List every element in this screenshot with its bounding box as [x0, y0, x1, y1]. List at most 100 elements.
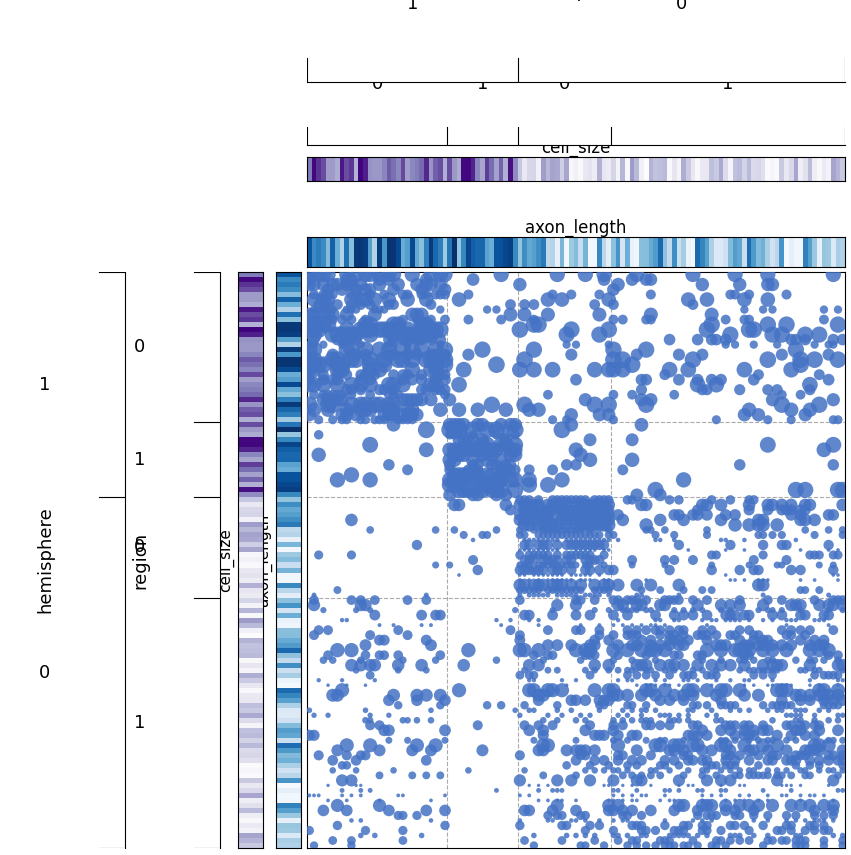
Point — [723, 658, 737, 672]
Point — [757, 528, 770, 542]
Point — [761, 828, 774, 842]
Point — [541, 543, 555, 557]
Point — [770, 823, 784, 837]
Point — [728, 793, 742, 807]
Point — [354, 383, 368, 397]
Point — [789, 333, 802, 346]
Point — [494, 468, 508, 481]
Point — [822, 648, 836, 662]
Point — [785, 563, 798, 577]
Point — [616, 463, 630, 477]
Point — [700, 498, 714, 512]
Point — [330, 353, 344, 367]
Point — [499, 433, 512, 446]
Point — [307, 313, 321, 327]
Point — [648, 613, 662, 627]
Point — [583, 543, 597, 557]
Point — [611, 578, 625, 592]
Point — [635, 418, 648, 432]
Point — [574, 583, 587, 597]
Point — [574, 538, 587, 551]
Point — [574, 498, 587, 512]
Point — [527, 498, 540, 512]
Point — [377, 723, 391, 737]
Point — [728, 734, 742, 747]
Point — [635, 823, 648, 837]
Point — [794, 573, 808, 587]
Text: 0: 0 — [558, 75, 570, 93]
Point — [326, 398, 340, 411]
Point — [517, 643, 531, 657]
Point — [583, 758, 597, 772]
Point — [396, 393, 409, 407]
Point — [803, 788, 817, 802]
Point — [532, 498, 545, 512]
Point — [358, 322, 372, 336]
Point — [616, 793, 630, 807]
Point — [611, 783, 625, 797]
Point — [733, 593, 746, 607]
Point — [560, 508, 574, 522]
Point — [513, 498, 527, 512]
Point — [335, 788, 349, 802]
Point — [775, 498, 789, 512]
Point — [551, 774, 564, 787]
Point — [307, 358, 321, 372]
Point — [588, 588, 602, 602]
Point — [564, 558, 578, 572]
Point — [766, 658, 780, 672]
Point — [757, 639, 770, 652]
Point — [757, 839, 770, 852]
Point — [602, 634, 615, 647]
Point — [349, 287, 363, 301]
Point — [766, 799, 780, 812]
Point — [780, 678, 793, 692]
Point — [808, 818, 821, 832]
Point — [803, 498, 817, 512]
Point — [738, 739, 751, 752]
Point — [564, 534, 578, 547]
Point — [513, 558, 527, 572]
Point — [349, 268, 363, 281]
Point — [602, 588, 615, 602]
Point — [639, 828, 653, 842]
Point — [747, 723, 761, 737]
Point — [345, 327, 358, 341]
Point — [545, 648, 559, 662]
Point — [545, 718, 559, 732]
Point — [340, 308, 353, 321]
Point — [532, 569, 545, 582]
Point — [672, 508, 686, 522]
Point — [785, 678, 798, 692]
Point — [635, 383, 648, 397]
Point — [686, 669, 700, 682]
Point — [757, 739, 770, 752]
Point — [719, 839, 733, 852]
Point — [733, 613, 746, 627]
Point — [527, 343, 540, 357]
Point — [728, 628, 742, 642]
Point — [682, 728, 695, 742]
Point — [358, 639, 372, 652]
Point — [667, 688, 681, 702]
Point — [686, 779, 700, 793]
Point — [326, 653, 340, 667]
Point — [817, 653, 831, 667]
Point — [691, 699, 705, 712]
Point — [761, 814, 774, 828]
Point — [349, 604, 363, 617]
Point — [602, 518, 615, 532]
Point — [597, 764, 611, 777]
Point — [672, 613, 686, 627]
Point — [775, 608, 789, 622]
Point — [517, 508, 531, 522]
Point — [461, 287, 475, 301]
Point — [780, 753, 793, 767]
Point — [517, 518, 531, 532]
Point — [373, 634, 386, 647]
Point — [551, 578, 564, 592]
Point — [620, 828, 634, 842]
Point — [307, 588, 321, 602]
Point — [579, 569, 592, 582]
Point — [639, 683, 653, 697]
